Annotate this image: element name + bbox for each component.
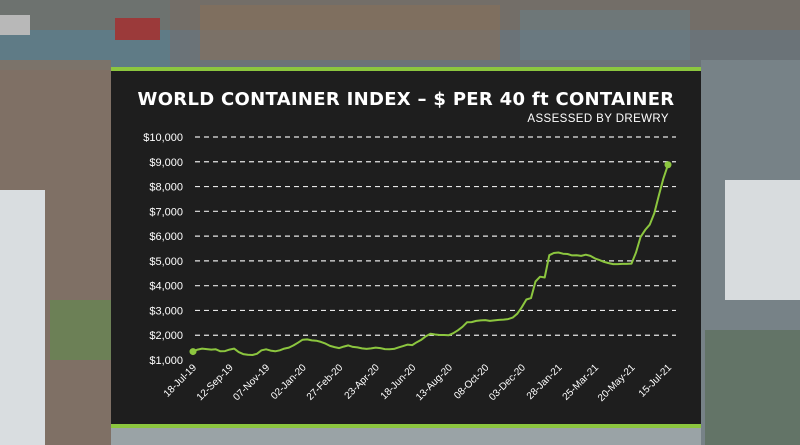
y-tick-label: $1,000 [149, 355, 183, 367]
chart-title: WORLD CONTAINER INDEX – $ PER 40 ft CONT… [137, 89, 675, 110]
y-tick-label: $5,000 [149, 256, 183, 268]
chart-subtitle: ASSESSED BY DREWRY [527, 113, 669, 125]
chart-panel: WORLD CONTAINER INDEX – $ PER 40 ft CONT… [111, 67, 701, 428]
x-tick-label: 20-May-21 [596, 362, 638, 404]
series-start-point [189, 348, 197, 356]
x-tick-label: 08-Oct-20 [452, 362, 492, 402]
y-tick-label: $6,000 [149, 231, 183, 243]
x-tick-label: 07-Nov-19 [231, 362, 272, 403]
y-tick-label: $2,000 [149, 330, 183, 342]
x-tick-label: 15-Jul-21 [637, 362, 675, 400]
y-tick-label: $10,000 [143, 132, 183, 144]
y-tick-label: $4,000 [149, 281, 183, 293]
x-tick-label: 13-Aug-20 [414, 362, 455, 403]
x-tick-label: 28-Jan-21 [525, 362, 565, 402]
x-tick-label: 02-Jan-20 [269, 362, 309, 402]
series-line [192, 163, 669, 356]
line-chart: $1,000 $2,000 $3,000 $4,000 $5,000 $6,000 $7,0… [143, 132, 676, 404]
x-tick-label: 18-Jun-20 [379, 362, 419, 402]
x-tick-label: 03-Dec-20 [487, 362, 528, 403]
x-tick-label: 27-Feb-20 [305, 362, 346, 403]
series-end-point [664, 161, 672, 169]
x-tick-label: 12-Sep-19 [195, 362, 236, 403]
y-tick-label: $3,000 [149, 305, 183, 317]
y-tick-label: $9,000 [149, 157, 183, 169]
y-tick-label: $7,000 [149, 206, 183, 218]
x-tick-label: 23-Apr-20 [343, 362, 383, 402]
y-tick-label: $8,000 [149, 182, 183, 194]
x-tick-label: 18-Jul-19 [162, 362, 200, 400]
